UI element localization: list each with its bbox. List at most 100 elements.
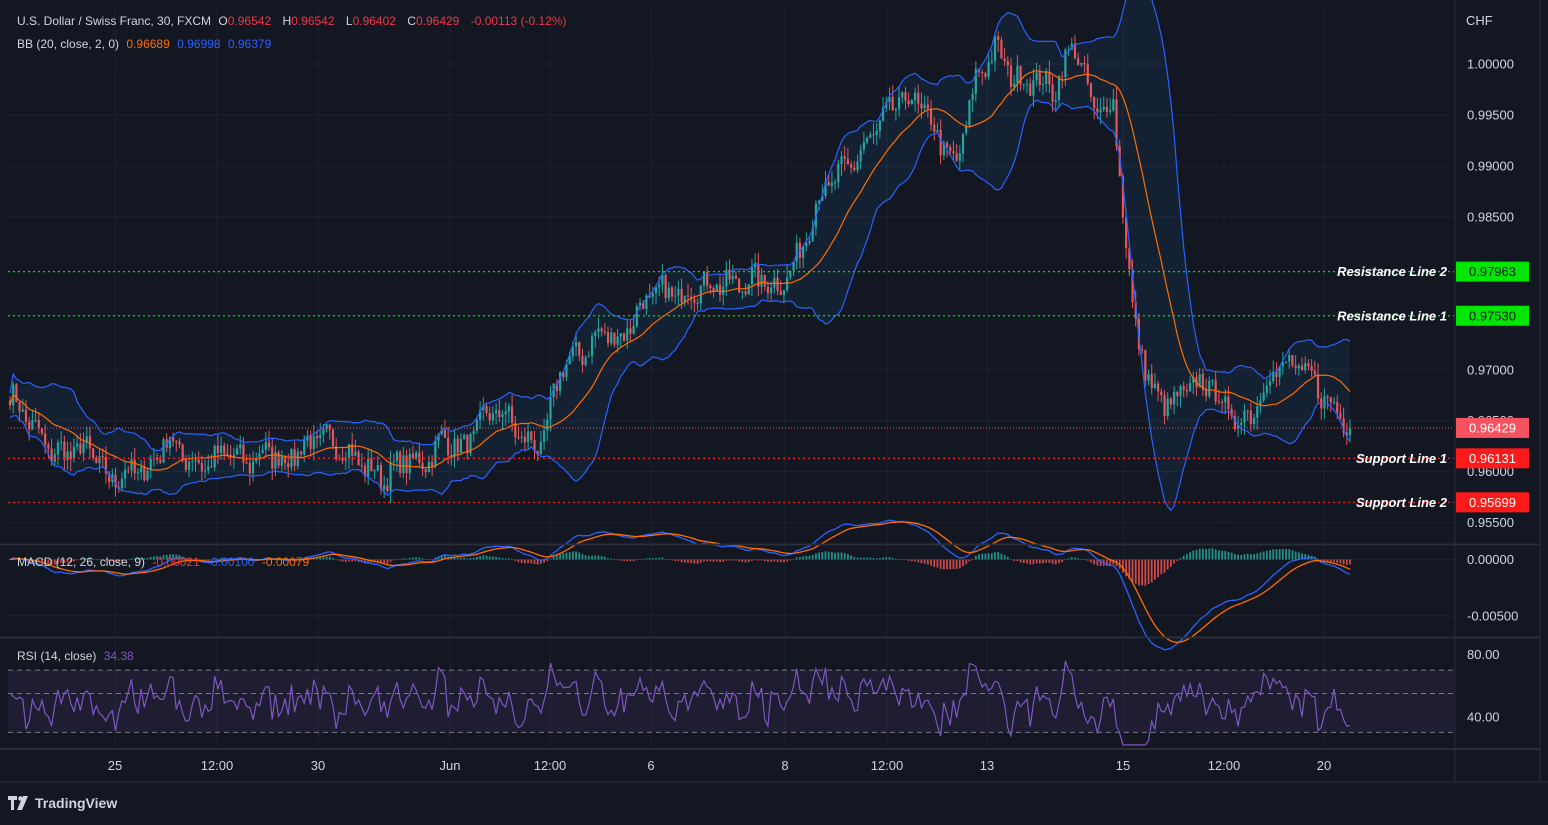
- candle-body[interactable]: [1297, 365, 1300, 369]
- candle-body[interactable]: [1029, 83, 1032, 96]
- candle-body[interactable]: [1147, 374, 1150, 381]
- candle-body[interactable]: [526, 431, 530, 443]
- symbol-title[interactable]: U.S. Dollar / Swiss Franc, 30, FXCM: [17, 14, 212, 28]
- candle-body[interactable]: [1227, 396, 1230, 410]
- candle-body[interactable]: [370, 458, 373, 472]
- candle-body[interactable]: [597, 328, 600, 333]
- candle-body[interactable]: [1061, 76, 1064, 78]
- candle-body[interactable]: [251, 461, 255, 474]
- candle-body[interactable]: [802, 245, 805, 258]
- candle-body[interactable]: [1150, 374, 1153, 388]
- candle-body[interactable]: [482, 405, 485, 411]
- candle-body[interactable]: [1160, 391, 1163, 396]
- candle-body[interactable]: [255, 459, 258, 462]
- candle-body[interactable]: [242, 444, 245, 463]
- candle-body[interactable]: [1284, 361, 1288, 363]
- candle-body[interactable]: [709, 285, 712, 289]
- candle-body[interactable]: [971, 93, 974, 100]
- candle-body[interactable]: [584, 356, 587, 366]
- candle-body[interactable]: [549, 397, 552, 420]
- candle-body[interactable]: [411, 453, 415, 459]
- candle-body[interactable]: [968, 99, 971, 126]
- candle-body[interactable]: [546, 419, 549, 431]
- candle-body[interactable]: [440, 429, 443, 434]
- candle-body[interactable]: [1208, 380, 1211, 397]
- candle-body[interactable]: [507, 406, 511, 412]
- candle-body[interactable]: [1220, 402, 1224, 404]
- candle-body[interactable]: [271, 447, 274, 469]
- candle-body[interactable]: [981, 71, 984, 74]
- macd-signal-line[interactable]: [9, 521, 1351, 643]
- candle-body[interactable]: [565, 364, 568, 378]
- candle-body[interactable]: [181, 444, 184, 461]
- candle-body[interactable]: [731, 275, 734, 280]
- candle-body[interactable]: [258, 453, 261, 460]
- candle-body[interactable]: [1192, 377, 1195, 384]
- candle-body[interactable]: [680, 288, 683, 303]
- macd-line[interactable]: [9, 519, 1351, 651]
- candle-body[interactable]: [1329, 397, 1332, 403]
- candle-body[interactable]: [997, 36, 1000, 40]
- candle-body[interactable]: [495, 410, 498, 414]
- candle-body[interactable]: [993, 36, 997, 62]
- candle-body[interactable]: [1141, 349, 1144, 351]
- candle-body[interactable]: [114, 474, 117, 488]
- candle-body[interactable]: [402, 455, 405, 474]
- candle-body[interactable]: [459, 438, 463, 453]
- rsi-pane[interactable]: [8, 660, 1454, 746]
- candle-body[interactable]: [146, 470, 149, 481]
- candle-body[interactable]: [203, 470, 207, 472]
- candle-body[interactable]: [917, 92, 920, 104]
- candle-body[interactable]: [1006, 60, 1009, 66]
- candle-body[interactable]: [587, 356, 590, 358]
- candle-body[interactable]: [622, 333, 626, 341]
- candle-body[interactable]: [1230, 409, 1233, 417]
- candle-body[interactable]: [31, 420, 34, 430]
- candle-body[interactable]: [1323, 396, 1326, 409]
- candle-body[interactable]: [1262, 392, 1265, 401]
- candle-body[interactable]: [1304, 363, 1307, 371]
- candle-body[interactable]: [95, 457, 98, 464]
- candle-body[interactable]: [130, 459, 133, 471]
- candle-body[interactable]: [44, 433, 47, 445]
- candle-body[interactable]: [1121, 176, 1125, 218]
- candle-body[interactable]: [235, 448, 239, 455]
- candle-body[interactable]: [1272, 371, 1275, 382]
- candle-body[interactable]: [200, 463, 203, 472]
- candle-body[interactable]: [1163, 395, 1166, 417]
- candle-body[interactable]: [187, 461, 191, 470]
- candle-body[interactable]: [581, 355, 584, 366]
- candle-body[interactable]: [1268, 381, 1272, 386]
- candle-body[interactable]: [667, 287, 670, 299]
- candle-body[interactable]: [693, 299, 696, 303]
- candle-body[interactable]: [782, 290, 786, 296]
- candle-body[interactable]: [18, 401, 21, 412]
- candle-body[interactable]: [945, 142, 949, 147]
- candle-body[interactable]: [108, 473, 111, 483]
- candle-body[interactable]: [1256, 406, 1259, 418]
- candle-body[interactable]: [104, 456, 108, 474]
- candle-body[interactable]: [1233, 416, 1236, 430]
- candle-body[interactable]: [974, 68, 977, 94]
- candle-body[interactable]: [140, 466, 143, 473]
- candle-body[interactable]: [603, 331, 606, 333]
- candle-body[interactable]: [1332, 402, 1336, 404]
- candle-body[interactable]: [958, 153, 961, 161]
- candle-body[interactable]: [82, 442, 85, 454]
- candle-body[interactable]: [15, 384, 18, 402]
- candle-body[interactable]: [1176, 391, 1179, 397]
- candle-body[interactable]: [1019, 65, 1022, 85]
- candle-body[interactable]: [267, 442, 271, 448]
- candle-body[interactable]: [1099, 109, 1102, 113]
- candle-body[interactable]: [530, 431, 533, 441]
- candle-body[interactable]: [619, 333, 622, 337]
- candle-body[interactable]: [1294, 365, 1297, 369]
- candle-body[interactable]: [363, 465, 367, 477]
- candle-body[interactable]: [514, 422, 517, 438]
- candle-body[interactable]: [72, 446, 76, 460]
- candle-body[interactable]: [1252, 417, 1256, 425]
- candle-body[interactable]: [405, 455, 408, 474]
- candle-body[interactable]: [299, 451, 303, 455]
- candle-body[interactable]: [776, 277, 779, 291]
